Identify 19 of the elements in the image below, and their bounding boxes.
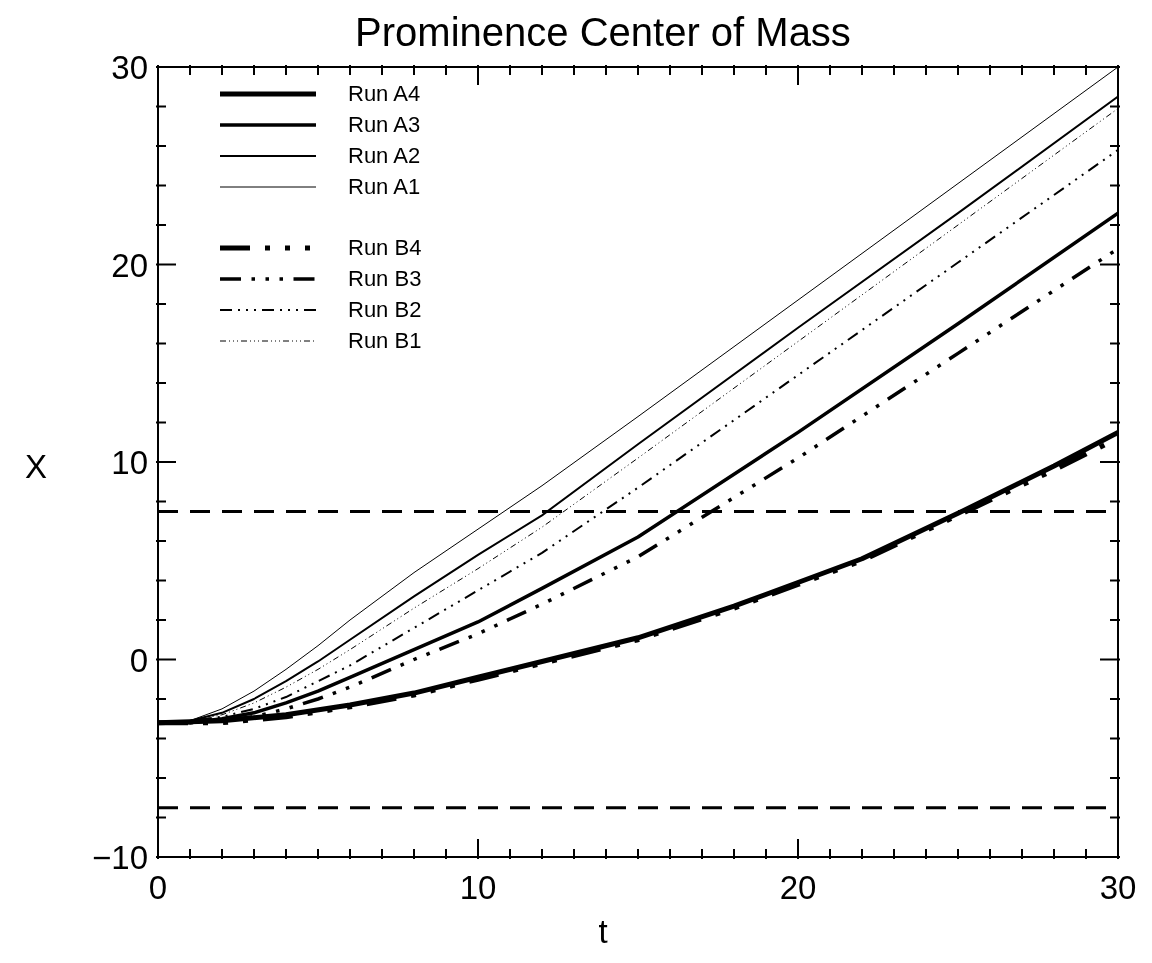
legend-label: Run A4 bbox=[348, 80, 421, 107]
legend-label: Run B4 bbox=[348, 234, 422, 261]
x-tick-label: 30 bbox=[1099, 869, 1137, 906]
y-tick-label: 0 bbox=[129, 641, 148, 679]
x-tick-label: 20 bbox=[779, 869, 817, 906]
x-axis-title: t bbox=[597, 913, 609, 951]
y-tick-label: 10 bbox=[111, 444, 148, 481]
chart-title: Prominence Center of Mass bbox=[355, 10, 851, 54]
y-tick-label: −10 bbox=[92, 839, 148, 876]
legend-label: Run B2 bbox=[348, 296, 422, 323]
legend-label: Run B3 bbox=[348, 265, 422, 292]
legend-label: Run A1 bbox=[348, 173, 421, 200]
y-axis-title: X bbox=[24, 448, 48, 486]
y-tick-label: 20 bbox=[111, 246, 148, 284]
legend-label: Run A3 bbox=[348, 111, 421, 138]
y-tick-label: 30 bbox=[111, 49, 148, 86]
legend-label: Run A2 bbox=[348, 142, 421, 169]
legend-label: Run B1 bbox=[348, 327, 422, 354]
x-tick-label: 10 bbox=[459, 869, 497, 906]
